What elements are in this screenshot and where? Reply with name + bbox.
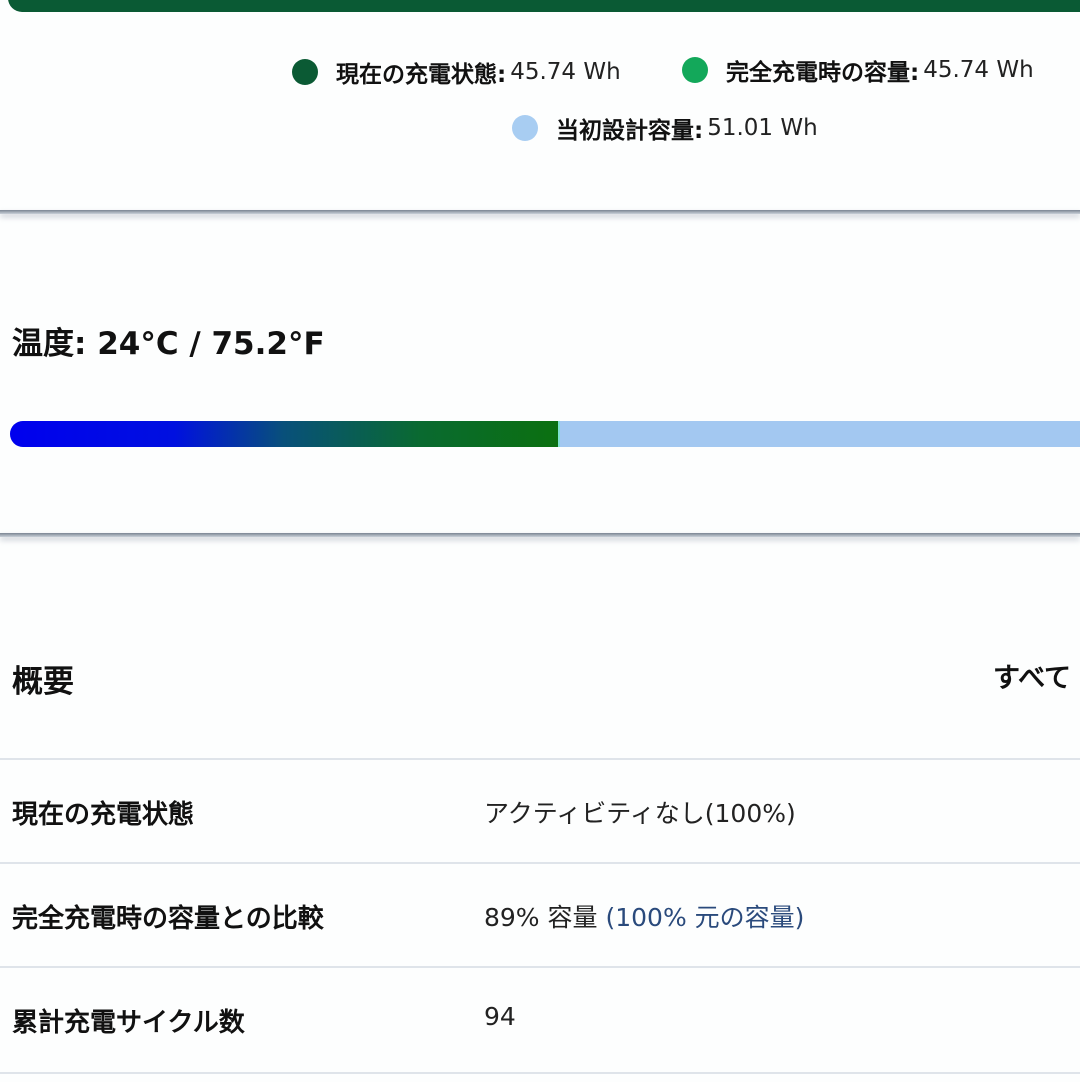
row-value-text: 89% 容量 — [484, 903, 606, 932]
summary-row: 完全充電時の容量との比較 89% 容量 (100% 元の容量) — [0, 862, 1080, 968]
row-value-text: 94 — [484, 1002, 516, 1031]
legend-label: 現在の充電状態: — [336, 62, 507, 88]
temperature: 温度: 24°C / 75.2°F — [12, 326, 325, 362]
divider — [0, 533, 1080, 537]
legend-value: 45.74 Wh — [510, 59, 621, 85]
legend-label: 完全充電時の容量: — [726, 60, 920, 86]
summary-row-divider — [0, 1072, 1080, 1082]
row-label: 完全充電時の容量との比較 — [12, 904, 324, 934]
summary-row: 現在の充電状態 アクティビティなし(100%) — [0, 758, 1080, 864]
summary-row: 累計充電サイクル数 94 — [0, 966, 1080, 1072]
row-value-sub: (100% 元の容量) — [605, 903, 805, 932]
capacity-chart-bar-top — [8, 0, 1080, 12]
legend-dot-icon — [292, 59, 318, 85]
row-value: 89% 容量 (100% 元の容量) — [484, 898, 804, 934]
row-label: 現在の充電状態 — [12, 800, 195, 830]
legend-dot-icon — [682, 57, 708, 83]
capacity-progress-bar — [10, 421, 1080, 447]
capacity-progress-fill — [10, 421, 560, 447]
legend-label: 当初設計容量: — [556, 118, 704, 144]
summary-title: 概要 — [12, 664, 74, 700]
legend-dot-icon — [512, 115, 538, 141]
row-value: 94 — [484, 1002, 516, 1031]
legend-value: 45.74 Wh — [923, 57, 1034, 83]
row-value: アクティビティなし(100%) — [484, 794, 796, 830]
divider — [0, 210, 1080, 214]
see-all-link[interactable]: すべて — [993, 663, 1072, 694]
row-value-text: アクティビティなし(100%) — [484, 799, 796, 828]
legend-current-charge: 現在の充電状態: 45.74 Wh — [292, 55, 621, 89]
legend-design-capacity: 当初設計容量: 51.01 Wh — [512, 111, 818, 145]
legend-full-charge: 完全充電時の容量: 45.74 Wh — [682, 53, 1034, 87]
row-label: 累計充電サイクル数 — [12, 1008, 245, 1038]
legend-value: 51.01 Wh — [707, 115, 818, 141]
